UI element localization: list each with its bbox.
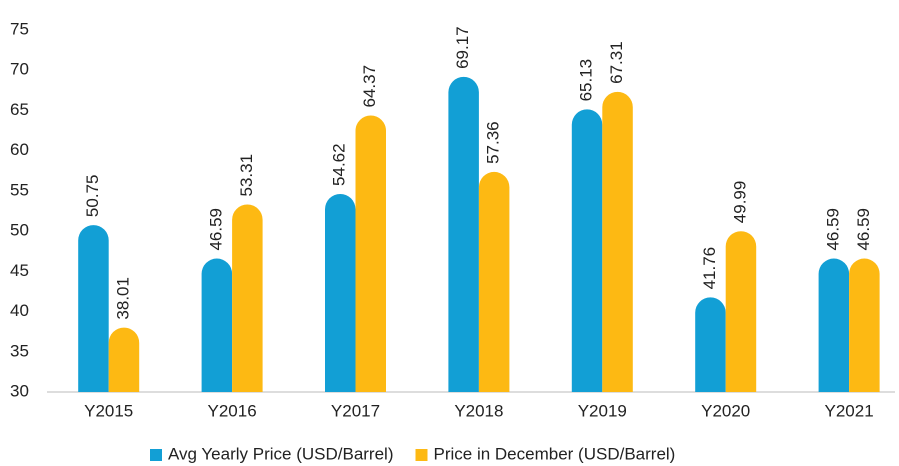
bar [201, 258, 233, 392]
value-label: 67.31 [607, 41, 626, 84]
legend-swatch [415, 449, 428, 461]
legend-label: Avg Yearly Price (USD/Barrel) [168, 444, 394, 463]
bar [725, 231, 757, 392]
value-label: 46.59 [206, 208, 225, 251]
value-label: 38.01 [113, 277, 132, 320]
legend-swatch [150, 449, 162, 461]
y-tick-label: 45 [10, 261, 29, 280]
value-label: 54.62 [330, 143, 349, 186]
value-label: 46.59 [823, 208, 842, 251]
x-tick-label: Y2020 [701, 401, 750, 420]
x-tick-label: Y2016 [208, 401, 257, 420]
x-tick-label: Y2017 [331, 401, 380, 420]
bar [448, 76, 479, 392]
x-tick-label: Y2021 [825, 401, 874, 420]
y-tick-label: 65 [10, 100, 29, 119]
value-label: 50.75 [83, 175, 102, 218]
value-label: 65.13 [577, 59, 596, 102]
bar [695, 297, 726, 392]
y-tick-label: 40 [10, 301, 29, 320]
x-tick-label: Y2015 [84, 401, 133, 420]
legend-label: Price in December (USD/Barrel) [434, 444, 676, 463]
bar [325, 193, 356, 392]
value-label: 49.99 [730, 181, 749, 224]
bar [818, 258, 850, 392]
value-label: 53.31 [237, 154, 256, 197]
bar [571, 109, 603, 392]
value-label: 57.36 [484, 121, 503, 164]
value-label: 64.37 [360, 65, 379, 108]
bar [355, 115, 386, 392]
bar [232, 204, 263, 392]
value-label: 41.76 [700, 247, 719, 290]
bar [108, 327, 140, 392]
y-tick-label: 30 [10, 381, 29, 400]
x-tick-label: Y2018 [454, 401, 503, 420]
y-tick-label: 75 [10, 19, 29, 38]
bar [478, 171, 510, 392]
bar [602, 91, 633, 393]
y-tick-label: 50 [10, 221, 29, 240]
value-label: 69.17 [453, 26, 472, 69]
value-label: 46.59 [854, 208, 873, 251]
y-tick-label: 60 [10, 140, 29, 159]
bar [78, 225, 109, 392]
y-tick-label: 55 [10, 180, 29, 199]
x-tick-label: Y2019 [578, 401, 627, 420]
bar [849, 258, 880, 392]
y-tick-label: 35 [10, 341, 29, 360]
y-tick-label: 70 [10, 60, 29, 79]
